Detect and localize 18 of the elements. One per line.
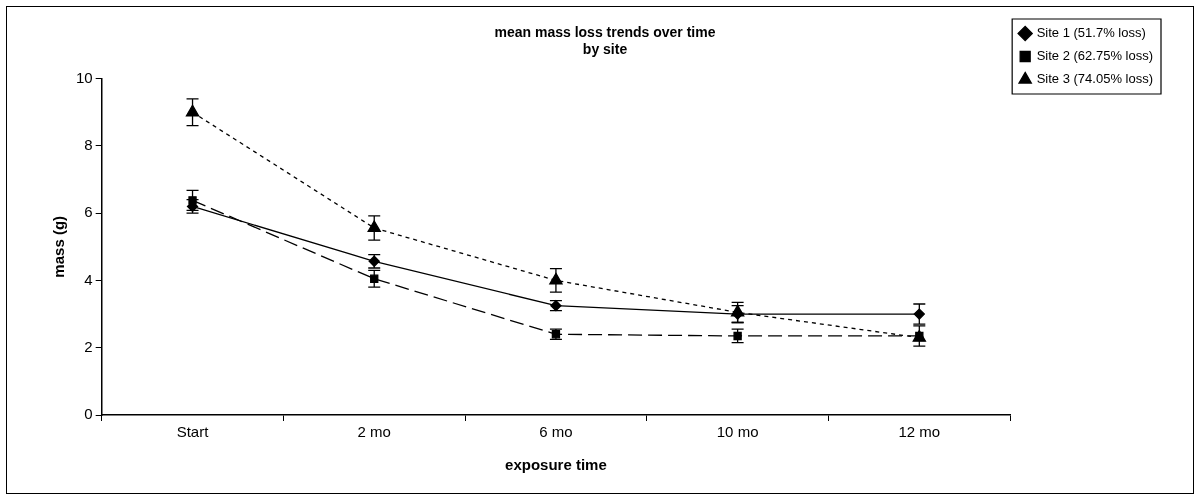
x-tick-label: 10 mo [716,423,759,441]
y-tick-label: 10 [76,68,93,86]
x-tick-label: 12 mo [898,423,941,441]
legend-label: Site 3 (74.05% loss) [1036,71,1154,87]
text: by site [582,41,628,58]
x-tick-label: 6 mo [539,423,573,441]
x-tick-label: 2 mo [357,423,391,441]
x-tick-label: Start [176,423,210,441]
y-tick-label: 8 [84,136,93,154]
x-axis-title: exposure time [505,456,607,474]
y-tick-label: 0 [84,405,93,423]
y-tick-label: 6 [84,203,93,221]
legend-label: Site 2 (62.75% loss) [1036,48,1154,64]
text: mean mass loss trends over time [494,24,716,41]
y-tick-label: 4 [84,270,93,288]
y-axis-title: mass (g) [50,215,68,278]
y-tick-label: 2 [84,337,93,355]
legend-label: Site 1 (51.7% loss) [1036,25,1146,41]
